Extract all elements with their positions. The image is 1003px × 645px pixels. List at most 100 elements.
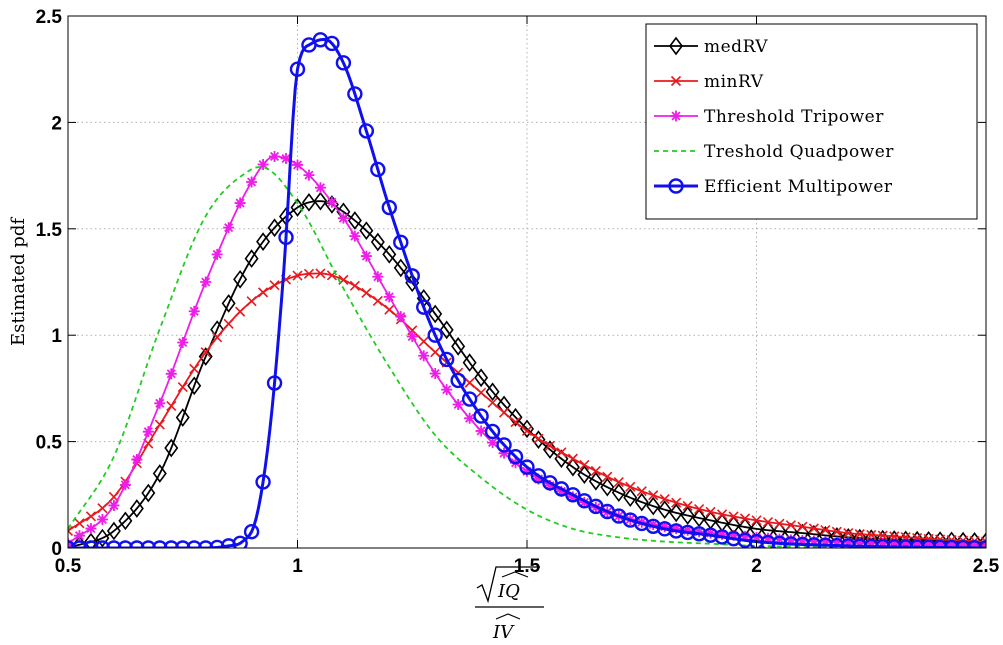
data-point <box>646 496 661 516</box>
data-point <box>553 481 570 497</box>
data-point <box>820 525 831 536</box>
data-point <box>634 492 649 512</box>
data-point <box>760 534 776 548</box>
data-point <box>773 533 785 545</box>
y-tick-label: 2 <box>51 113 62 134</box>
data-point <box>451 337 466 356</box>
data-point <box>508 407 523 427</box>
data-point <box>370 232 385 252</box>
data-point <box>152 464 167 483</box>
data-point <box>96 514 108 526</box>
legend: medRV minRV Threshold Tripower Treshold Qua… <box>645 23 978 220</box>
data-point <box>969 540 981 548</box>
data-point <box>438 351 455 368</box>
data-point <box>920 539 937 548</box>
data-point <box>611 483 626 503</box>
axis-ticks: 0.5 1 1.5 2 2.500.511.522.5 <box>36 7 1000 577</box>
data-point <box>909 539 925 548</box>
data-point <box>233 269 248 289</box>
data-point <box>771 535 788 548</box>
data-point <box>702 527 719 543</box>
data-point <box>694 503 705 515</box>
data-point <box>289 61 306 77</box>
data-point <box>487 397 498 408</box>
x-tick-label: 1 <box>292 556 303 577</box>
data-point <box>840 538 856 548</box>
data-point <box>670 523 682 535</box>
data-point <box>819 536 831 548</box>
data-point <box>258 287 269 298</box>
data-point <box>266 375 283 391</box>
data-point <box>669 503 684 523</box>
data-point <box>360 250 372 262</box>
data-point <box>657 500 672 520</box>
data-point <box>349 280 360 291</box>
data-point <box>243 524 260 540</box>
data-point <box>255 474 271 490</box>
data-point <box>246 176 258 188</box>
data-point <box>464 412 476 424</box>
data-point <box>211 248 223 260</box>
data-point <box>668 523 684 539</box>
data-point <box>95 528 110 548</box>
data-point <box>382 245 397 264</box>
data-point <box>152 540 168 548</box>
data-point <box>808 535 820 547</box>
data-point <box>542 440 557 459</box>
data-point <box>751 531 762 543</box>
data-point <box>911 538 923 548</box>
data-point <box>85 511 97 522</box>
data-point <box>542 475 558 491</box>
data-point <box>532 473 544 485</box>
data-point <box>556 447 567 458</box>
data-point <box>748 533 765 548</box>
data-point <box>427 327 443 343</box>
data-point <box>613 476 624 488</box>
y-axis-label: Estimated pdf <box>8 217 29 346</box>
data-point <box>439 320 454 340</box>
y-tick-label: 1 <box>51 326 62 347</box>
data-point <box>349 230 361 242</box>
data-point <box>129 499 144 518</box>
data-point <box>83 532 98 548</box>
legend-label: Threshold Tripower <box>704 107 884 127</box>
x-label-numerator: IQ <box>497 581 520 602</box>
data-point <box>73 530 85 542</box>
data-point <box>865 537 877 548</box>
data-point <box>141 483 156 503</box>
data-point <box>519 459 535 475</box>
data-point <box>303 268 315 279</box>
data-point <box>68 525 74 537</box>
data-point <box>461 391 478 407</box>
data-point <box>315 268 326 279</box>
data-point <box>418 350 430 362</box>
data-point <box>359 221 374 240</box>
data-point <box>177 337 189 349</box>
data-point <box>189 363 200 374</box>
y-tick-label: 2.5 <box>36 7 63 28</box>
data-point <box>680 506 695 525</box>
data-point <box>590 465 601 477</box>
data-point <box>737 532 753 548</box>
data-point <box>280 153 292 165</box>
data-point <box>682 500 693 512</box>
data-point <box>636 486 647 497</box>
legend-marker <box>669 36 683 56</box>
data-point <box>705 527 717 539</box>
data-point <box>555 485 567 497</box>
data-point <box>565 487 581 503</box>
data-point <box>418 336 429 347</box>
data-point <box>783 536 799 548</box>
data-point <box>186 540 202 548</box>
data-point <box>682 524 694 536</box>
data-point <box>187 376 202 396</box>
data-point <box>897 539 914 548</box>
data-point <box>97 503 108 514</box>
data-point <box>164 438 179 458</box>
data-point <box>292 159 303 171</box>
data-point <box>877 538 889 548</box>
legend-item-threshold-tripower: Threshold Tripower <box>654 107 884 127</box>
data-point <box>106 540 122 548</box>
data-point <box>372 295 383 306</box>
